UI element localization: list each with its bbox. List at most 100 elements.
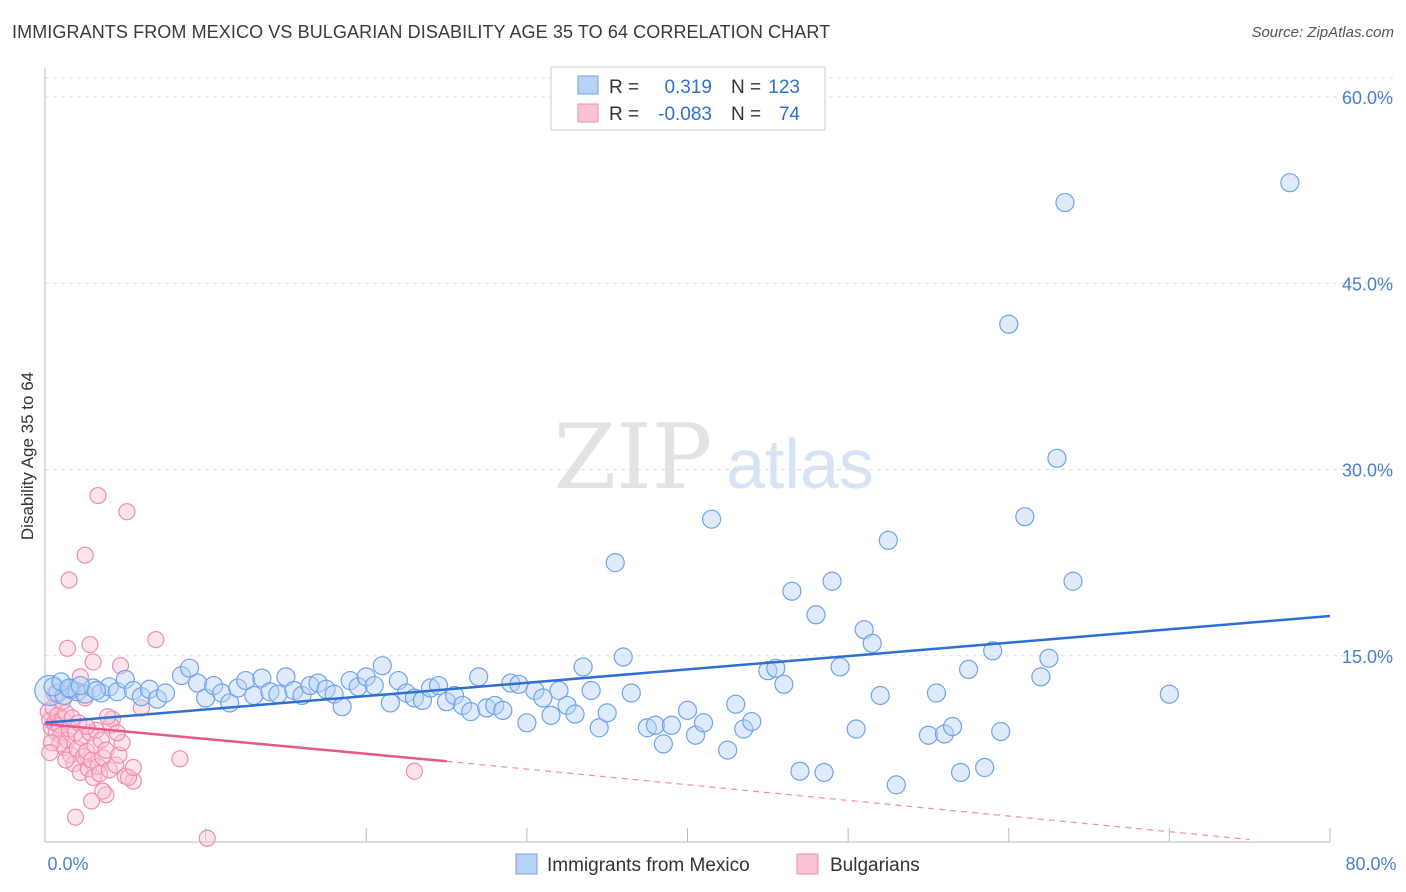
legend-n-label: N = <box>731 77 761 98</box>
series-legend-label-mexico: Immigrants from Mexico <box>547 855 750 876</box>
mexico-point <box>1159 684 1179 704</box>
bulgarians-point <box>76 546 94 564</box>
mexico-point <box>581 680 601 701</box>
mexico-point <box>70 675 90 696</box>
legend-r-label: R = <box>609 104 639 125</box>
x-tick-label: 0.0% <box>47 854 88 874</box>
mexico-point <box>187 673 208 693</box>
bulgarians-point <box>82 792 101 810</box>
bulgarians-point <box>60 571 78 589</box>
mexico-point <box>1055 192 1075 213</box>
mexico-point <box>589 718 609 738</box>
mexico-point <box>870 685 890 706</box>
mexico-point <box>806 605 826 625</box>
mexico-point <box>59 678 79 698</box>
mexico-point <box>790 761 810 781</box>
mexico-point <box>950 762 971 783</box>
mexico-point <box>918 725 939 745</box>
mexico-point <box>461 702 481 722</box>
bulgarians-point <box>57 751 75 769</box>
mexico-point <box>934 724 955 744</box>
bulgarians-point <box>94 782 112 800</box>
mexico-point <box>942 716 963 737</box>
mexico-point <box>268 684 288 704</box>
mexico-point <box>517 713 537 733</box>
mexico-point <box>372 656 392 676</box>
mexico-point <box>830 657 850 677</box>
series-legend-swatch-bulgarians <box>796 853 819 875</box>
mexico-point <box>1031 667 1051 687</box>
mexico-point <box>645 715 665 735</box>
mexico-point <box>179 658 200 678</box>
mexico-point <box>380 693 400 713</box>
mexico-point <box>131 687 151 707</box>
bulgarians-point <box>81 635 99 654</box>
mexico-point <box>573 657 593 677</box>
mexico-point <box>718 740 738 760</box>
bulgarians-point <box>97 741 115 759</box>
mexico-point <box>862 633 882 653</box>
mexico-point <box>983 641 1003 661</box>
mexico-point <box>846 719 866 739</box>
mexico-point <box>878 530 898 550</box>
bulgarians-point <box>113 734 131 752</box>
mexico-point <box>444 685 465 706</box>
mexico-point <box>565 704 585 724</box>
mexico-point <box>155 683 176 703</box>
mexico-point <box>693 713 714 733</box>
axes: 15.0% 30.0% 45.0% 60.0% 0.0% 80.0% <box>44 68 1397 874</box>
mexico-point <box>469 667 489 687</box>
bulgarians-point <box>58 639 77 657</box>
mexico-point <box>782 581 802 601</box>
bulgarians-point <box>119 768 138 787</box>
mexico-point <box>228 678 248 698</box>
chart-title: IMMIGRANTS FROM MEXICO VS BULGARIAN DISA… <box>12 22 831 42</box>
mexico-point <box>139 679 160 699</box>
mexico-point <box>300 675 320 696</box>
mexico-point <box>1063 571 1083 591</box>
bulgarians-point <box>171 750 189 768</box>
y-tick-label: 45.0% <box>1342 274 1393 294</box>
mexico-point <box>364 675 384 696</box>
mexico-point <box>1280 173 1300 193</box>
legend-n-label: N = <box>731 104 761 125</box>
bulgarians-point <box>41 743 59 762</box>
mexico-point <box>1039 648 1059 668</box>
mexico-point <box>236 670 256 691</box>
mexico-point <box>677 700 698 720</box>
mexico-point <box>605 553 625 573</box>
series-legend: Immigrants from Mexico Bulgarians <box>515 853 920 876</box>
mexico-point <box>958 659 979 680</box>
mexico-point <box>734 719 754 739</box>
mexico-point <box>597 703 617 723</box>
bulgarians-point <box>84 653 102 671</box>
bulgarians-point <box>147 631 165 649</box>
mexico-point <box>420 678 441 698</box>
legend-r-value: -0.083 <box>658 104 712 125</box>
bulgarians-point <box>89 486 107 505</box>
bulgarians-point <box>91 765 109 783</box>
mexico-trend-line <box>44 614 1331 725</box>
bulgarians-points <box>39 486 424 847</box>
mexico-point <box>991 721 1011 742</box>
y-tick-label: 15.0% <box>1342 647 1393 667</box>
mexico-point <box>822 571 842 591</box>
bulgarians-point <box>92 731 110 749</box>
mexico-point <box>726 694 746 714</box>
mexico-point <box>86 680 107 701</box>
mexico-point <box>975 757 995 778</box>
bulgarians-point <box>405 762 424 780</box>
mexico-point <box>814 762 834 783</box>
bulgarians-point <box>124 758 142 777</box>
bulgarians-trend-extension <box>446 760 1250 841</box>
series-legend-label-bulgarians: Bulgarians <box>830 855 920 876</box>
watermark-atlas: atlas <box>726 425 874 503</box>
mexico-point <box>493 700 513 720</box>
y-tick-label: 30.0% <box>1342 461 1393 481</box>
bulgarians-point <box>111 657 130 675</box>
bulgarians-point <box>66 808 85 826</box>
mexico-point <box>1047 448 1067 468</box>
mexico-point <box>115 669 135 689</box>
bulgarians-trend-line <box>44 722 447 763</box>
